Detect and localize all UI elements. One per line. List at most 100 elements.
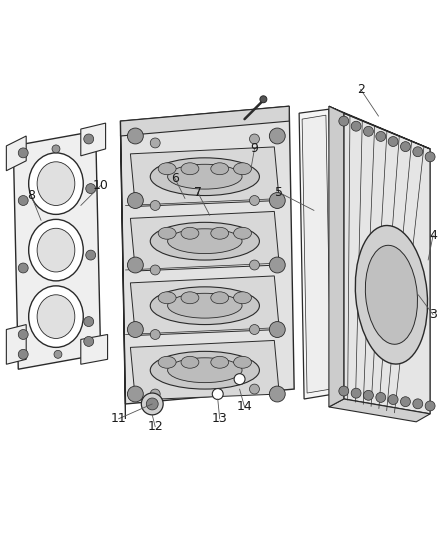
Ellipse shape bbox=[233, 357, 251, 368]
Text: 3: 3 bbox=[429, 308, 437, 321]
Polygon shape bbox=[329, 106, 430, 149]
Circle shape bbox=[269, 257, 285, 273]
Text: 2: 2 bbox=[357, 83, 364, 96]
Circle shape bbox=[18, 263, 28, 273]
Circle shape bbox=[212, 389, 223, 400]
Circle shape bbox=[127, 386, 143, 402]
Circle shape bbox=[351, 388, 361, 398]
Circle shape bbox=[250, 384, 259, 394]
Circle shape bbox=[413, 399, 423, 409]
Ellipse shape bbox=[181, 357, 199, 368]
Circle shape bbox=[127, 257, 143, 273]
Text: 13: 13 bbox=[212, 413, 228, 425]
Circle shape bbox=[250, 325, 259, 335]
Polygon shape bbox=[131, 212, 279, 271]
Polygon shape bbox=[131, 341, 279, 400]
Circle shape bbox=[127, 128, 143, 144]
Text: 8: 8 bbox=[27, 189, 35, 202]
Text: 4: 4 bbox=[429, 229, 437, 242]
Circle shape bbox=[141, 393, 163, 415]
Circle shape bbox=[84, 336, 94, 346]
Ellipse shape bbox=[181, 227, 199, 239]
Ellipse shape bbox=[37, 295, 75, 338]
Circle shape bbox=[269, 128, 285, 144]
Ellipse shape bbox=[150, 287, 259, 325]
Text: 7: 7 bbox=[194, 186, 202, 199]
Circle shape bbox=[150, 138, 160, 148]
Circle shape bbox=[376, 392, 386, 402]
Circle shape bbox=[364, 390, 374, 400]
Circle shape bbox=[150, 389, 160, 399]
Text: 6: 6 bbox=[171, 172, 179, 185]
Circle shape bbox=[52, 145, 60, 153]
Circle shape bbox=[18, 148, 28, 158]
Circle shape bbox=[339, 386, 349, 396]
Circle shape bbox=[54, 350, 62, 358]
Ellipse shape bbox=[233, 292, 251, 304]
Ellipse shape bbox=[168, 293, 242, 318]
Polygon shape bbox=[13, 131, 101, 369]
Polygon shape bbox=[344, 113, 430, 414]
Ellipse shape bbox=[37, 162, 75, 205]
Circle shape bbox=[84, 134, 94, 144]
Circle shape bbox=[364, 126, 374, 136]
Circle shape bbox=[86, 184, 95, 193]
Circle shape bbox=[146, 398, 158, 410]
Ellipse shape bbox=[158, 227, 176, 239]
Circle shape bbox=[260, 96, 267, 103]
Circle shape bbox=[269, 321, 285, 337]
Circle shape bbox=[86, 250, 95, 260]
Text: 14: 14 bbox=[237, 400, 252, 414]
Circle shape bbox=[18, 196, 28, 205]
Circle shape bbox=[388, 394, 398, 405]
Polygon shape bbox=[81, 335, 108, 364]
Ellipse shape bbox=[211, 227, 229, 239]
Ellipse shape bbox=[150, 158, 259, 196]
Circle shape bbox=[269, 386, 285, 402]
Ellipse shape bbox=[355, 225, 427, 364]
Polygon shape bbox=[7, 325, 26, 364]
Polygon shape bbox=[7, 136, 26, 171]
Circle shape bbox=[234, 374, 245, 385]
Circle shape bbox=[400, 397, 410, 407]
Circle shape bbox=[127, 321, 143, 337]
Circle shape bbox=[127, 192, 143, 208]
Ellipse shape bbox=[233, 163, 251, 175]
Text: 11: 11 bbox=[111, 413, 127, 425]
Polygon shape bbox=[329, 399, 430, 422]
Ellipse shape bbox=[28, 286, 83, 348]
Polygon shape bbox=[120, 121, 125, 419]
Ellipse shape bbox=[211, 163, 229, 175]
Circle shape bbox=[150, 329, 160, 340]
Circle shape bbox=[150, 265, 160, 275]
Ellipse shape bbox=[28, 220, 83, 281]
Ellipse shape bbox=[181, 163, 199, 175]
Circle shape bbox=[250, 196, 259, 205]
Ellipse shape bbox=[28, 153, 83, 214]
Circle shape bbox=[339, 116, 349, 126]
Ellipse shape bbox=[181, 292, 199, 304]
Ellipse shape bbox=[168, 164, 242, 189]
Circle shape bbox=[269, 192, 285, 208]
Circle shape bbox=[250, 260, 259, 270]
Circle shape bbox=[376, 132, 386, 141]
Circle shape bbox=[425, 152, 435, 162]
Ellipse shape bbox=[158, 292, 176, 304]
Circle shape bbox=[18, 329, 28, 340]
Circle shape bbox=[351, 121, 361, 131]
Ellipse shape bbox=[233, 227, 251, 239]
Polygon shape bbox=[131, 276, 279, 335]
Polygon shape bbox=[329, 106, 344, 407]
Circle shape bbox=[250, 134, 259, 144]
Circle shape bbox=[18, 349, 28, 359]
Circle shape bbox=[150, 200, 160, 211]
Polygon shape bbox=[302, 115, 331, 393]
Polygon shape bbox=[299, 109, 334, 399]
Ellipse shape bbox=[150, 351, 259, 389]
Ellipse shape bbox=[150, 222, 259, 260]
Ellipse shape bbox=[168, 229, 242, 254]
Ellipse shape bbox=[37, 228, 75, 272]
Circle shape bbox=[388, 136, 398, 147]
Polygon shape bbox=[131, 147, 279, 206]
Polygon shape bbox=[120, 106, 294, 404]
